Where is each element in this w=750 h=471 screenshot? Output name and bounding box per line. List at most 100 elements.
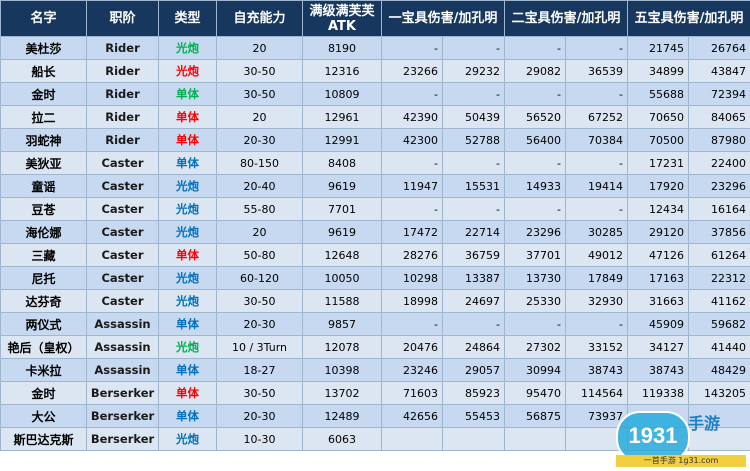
np-gain: 20-40 [216, 174, 303, 198]
np1-damage: 28276 [381, 243, 443, 267]
np-type: 光炮 [158, 427, 217, 451]
np2-damage-kongming: - [565, 312, 628, 336]
np-type: 光炮 [158, 220, 217, 244]
servant-class: Berserker [86, 427, 159, 451]
max-atk: 6063 [302, 427, 382, 451]
np-gain: 30-50 [216, 381, 303, 405]
np2-damage-kongming: 30285 [565, 220, 628, 244]
servant-name: 拉二 [0, 105, 87, 129]
np1-damage-kongming: - [442, 197, 505, 221]
np-type: 单体 [158, 243, 217, 267]
table-row: 两仪式 Assassin 单体 20-30 9857- - - -45909 59682 [0, 312, 750, 336]
np5-damage-kongming [688, 404, 750, 428]
max-atk: 12489 [302, 404, 382, 428]
servant-class: Caster [86, 197, 159, 221]
np1-damage: 23246 [381, 358, 443, 382]
table-row: 斯巴达克斯 Berserker 光炮 10-30 6063 [0, 427, 750, 451]
np-type: 单体 [158, 381, 217, 405]
max-atk: 10050 [302, 266, 382, 290]
servant-class: Caster [86, 243, 159, 267]
np2-damage: 27302 [504, 335, 566, 359]
np5-damage: 55688 [627, 82, 689, 106]
np2-damage-kongming: - [565, 197, 628, 221]
np-gain: 20-30 [216, 128, 303, 152]
np2-damage: - [504, 82, 566, 106]
max-atk: 8190 [302, 36, 382, 60]
table-row: 拉二 Rider 单体 20 12961 42390 50439 56520 67252 7065… [0, 105, 750, 129]
np1-damage-kongming: 13387 [442, 266, 505, 290]
np-type: 光炮 [158, 335, 217, 359]
np1-damage-kongming: - [442, 36, 505, 60]
np-gain: 20 [216, 105, 303, 129]
np-gain: 20 [216, 36, 303, 60]
np-type: 光炮 [158, 174, 217, 198]
np5-damage [627, 404, 689, 428]
table-row: 美狄亚 Caster 单体 80-150 8408- - - -17231 22400 [0, 151, 750, 175]
np1-damage-kongming: 24864 [442, 335, 505, 359]
servant-class: Rider [86, 36, 159, 60]
header-atk: 满级满芙芙 ATK [302, 0, 382, 37]
np5-damage-kongming: 48429 [688, 358, 750, 382]
np1-damage-kongming: 36759 [442, 243, 505, 267]
servant-name: 海伦娜 [0, 220, 87, 244]
np5-damage: 21745 [627, 36, 689, 60]
np5-damage-kongming: 41162 [688, 289, 750, 313]
table-row: 尼托 Caster 光炮 60-120 10050 10298 13387 13730 1784… [0, 266, 750, 290]
np2-damage: 56520 [504, 105, 566, 129]
table-row: 羽蛇神 Rider 单体 20-30 12991 42300 52788 56400 70384… [0, 128, 750, 152]
table-row: 三藏 Caster 单体 50-80 12648 28276 36759 37701 49012… [0, 243, 750, 267]
np2-damage: 30994 [504, 358, 566, 382]
servant-name: 卡米拉 [0, 358, 87, 382]
np1-damage-kongming: 50439 [442, 105, 505, 129]
max-atk: 9619 [302, 174, 382, 198]
np5-damage: 38743 [627, 358, 689, 382]
np-type: 光炮 [158, 289, 217, 313]
np-type: 单体 [158, 358, 217, 382]
np5-damage-kongming: 23296 [688, 174, 750, 198]
np1-damage: 42656 [381, 404, 443, 428]
table-header-row: 名字 职阶 类型 自充能力 满级满芙芙 ATK 一宝具伤害/加孔明 二宝具伤害/… [0, 0, 750, 37]
header-class: 职阶 [86, 0, 159, 37]
np1-damage-kongming: 29232 [442, 59, 505, 83]
max-atk: 12316 [302, 59, 382, 83]
np2-damage: - [504, 36, 566, 60]
servant-class: Assassin [86, 358, 159, 382]
np5-damage: 34127 [627, 335, 689, 359]
table-row: 豆苍 Caster 光炮 55-80 7701- - - -12434 16164 [0, 197, 750, 221]
watermark-url: 一首手游 1g31.com [616, 455, 746, 467]
servant-name: 金时 [0, 381, 87, 405]
np-type: 单体 [158, 128, 217, 152]
np1-damage-kongming: - [442, 151, 505, 175]
np1-damage: 10298 [381, 266, 443, 290]
np-gain: 30-50 [216, 289, 303, 313]
np-type: 光炮 [158, 266, 217, 290]
max-atk: 9857 [302, 312, 382, 336]
np-type: 单体 [158, 151, 217, 175]
servant-class: Caster [86, 174, 159, 198]
np2-damage-kongming: 19414 [565, 174, 628, 198]
np2-damage-kongming: 73937 [565, 404, 628, 428]
np2-damage: 25330 [504, 289, 566, 313]
np-type: 单体 [158, 82, 217, 106]
np5-damage: 70500 [627, 128, 689, 152]
servant-class: Rider [86, 82, 159, 106]
np5-damage-kongming: 61264 [688, 243, 750, 267]
servant-name: 美狄亚 [0, 151, 87, 175]
servant-name: 两仪式 [0, 312, 87, 336]
max-atk: 10809 [302, 82, 382, 106]
table-row: 海伦娜 Caster 光炮 20 9619 17472 22714 23296 30285 291… [0, 220, 750, 244]
table-row: 船长 Rider 光炮 30-50 12316 23266 29232 29082 36539 3… [0, 59, 750, 83]
np-gain: 30-50 [216, 59, 303, 83]
header-np2-damage: 二宝具伤害/加孔明 [504, 0, 628, 37]
servant-name: 船长 [0, 59, 87, 83]
np-gain: 18-27 [216, 358, 303, 382]
servant-class: Caster [86, 220, 159, 244]
servant-class: Caster [86, 266, 159, 290]
np-gain: 20-30 [216, 404, 303, 428]
servant-class: Caster [86, 151, 159, 175]
np1-damage: 42390 [381, 105, 443, 129]
np1-damage: - [381, 82, 443, 106]
table-row: 美杜莎 Rider 光炮 20 8190- - - -21745 26764 [0, 36, 750, 60]
np1-damage-kongming: 15531 [442, 174, 505, 198]
servant-name: 斯巴达克斯 [0, 427, 87, 451]
